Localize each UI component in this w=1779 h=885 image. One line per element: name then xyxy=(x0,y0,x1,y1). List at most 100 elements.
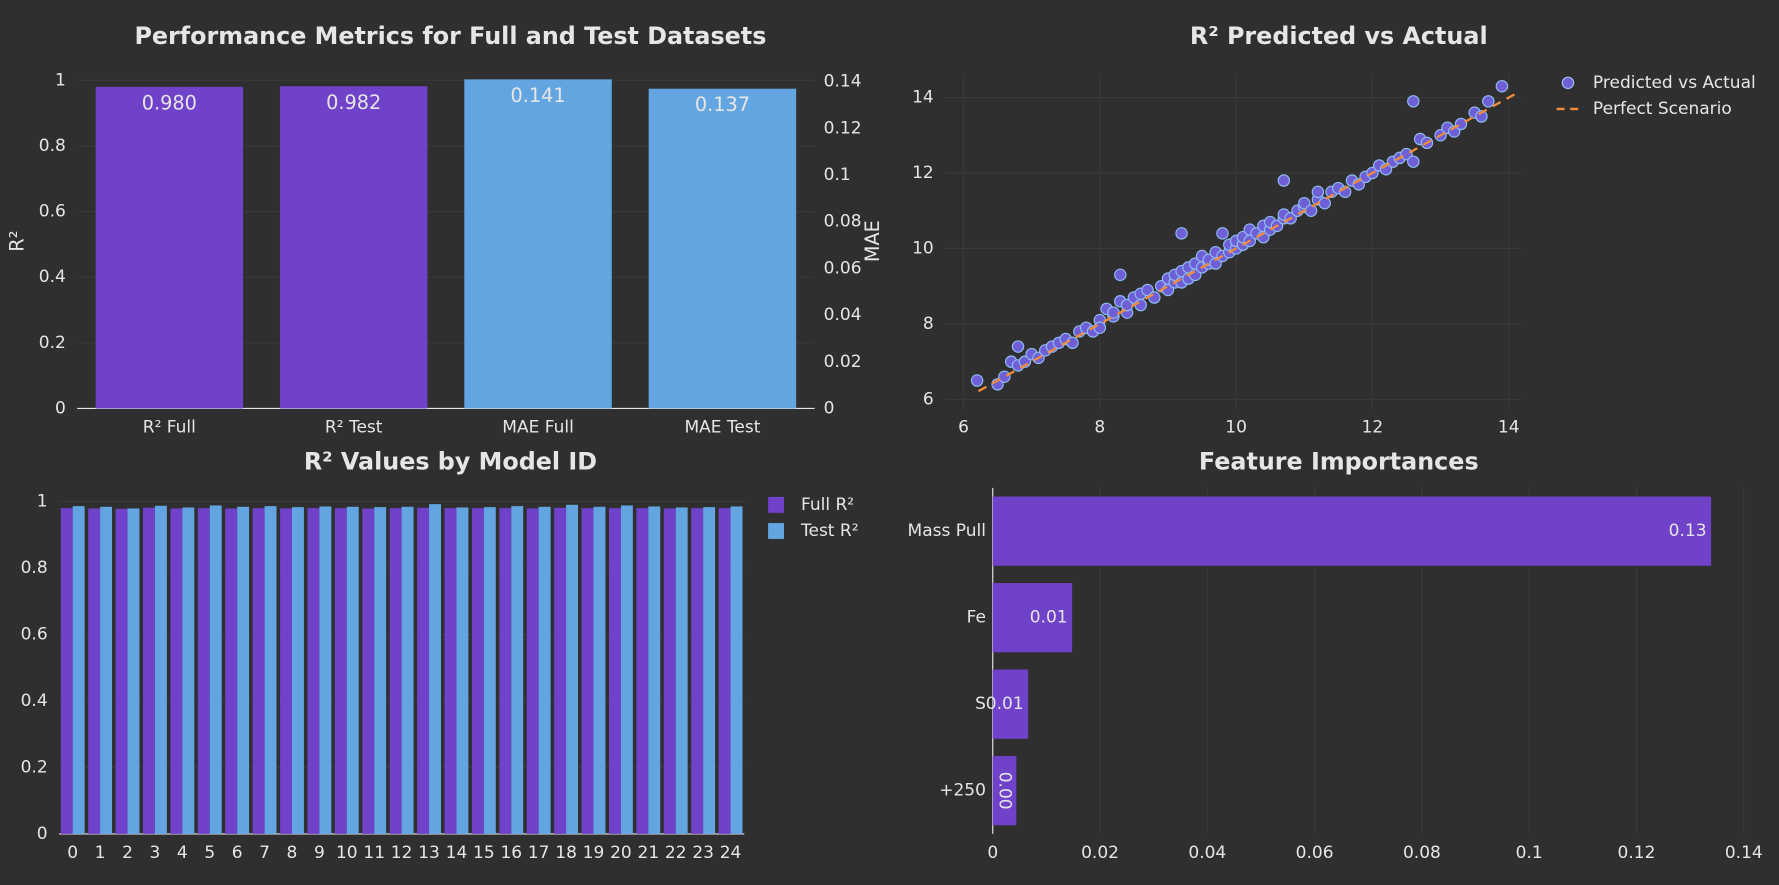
bar xyxy=(730,506,743,834)
bar xyxy=(538,506,551,834)
y-tick-label: 0.8 xyxy=(39,136,66,156)
x-tick-label: 19 xyxy=(583,843,605,863)
bar xyxy=(593,506,606,834)
chart-title: R² Predicted vs Actual xyxy=(1190,22,1488,50)
scatter-point xyxy=(1318,196,1331,210)
y-tick-label: 0.12 xyxy=(824,118,862,138)
legend-swatch xyxy=(1561,76,1575,90)
y-tick-label: 0.04 xyxy=(824,305,862,325)
bar xyxy=(526,508,539,834)
scatter-point xyxy=(1114,268,1127,282)
y-tick-label: 0.4 xyxy=(39,267,66,287)
bar xyxy=(429,504,441,834)
x-tick-label: 8 xyxy=(287,843,298,863)
bar xyxy=(182,507,195,834)
bar xyxy=(703,507,716,834)
bar xyxy=(319,506,332,834)
value-label: 0.01 xyxy=(1030,608,1068,628)
x-tick-label: 0.06 xyxy=(1296,843,1334,863)
chart-title: Performance Metrics for Full and Test Da… xyxy=(134,22,766,50)
reference-line xyxy=(977,90,1521,393)
scatter-point xyxy=(1093,321,1107,334)
x-tick-label: R² Test xyxy=(325,418,383,438)
legend-label: Test R² xyxy=(800,521,859,541)
x-tick-label: 0 xyxy=(67,843,78,863)
legend-swatch xyxy=(768,496,784,513)
bar xyxy=(566,504,579,834)
value-label: 0.01 xyxy=(986,694,1024,714)
x-tick-label: 0.08 xyxy=(1403,843,1441,863)
bar xyxy=(499,508,512,834)
bar xyxy=(389,508,402,834)
value-label: 0.141 xyxy=(510,84,565,107)
y-tick-label: 1 xyxy=(37,491,48,511)
y-tick-label: Mass Pull xyxy=(908,521,986,541)
x-tick-label: 14 xyxy=(1498,418,1520,438)
scatter-point xyxy=(1454,117,1468,131)
bar xyxy=(691,508,704,834)
bar xyxy=(554,507,567,834)
bar xyxy=(992,583,1073,653)
y-tick-label: 0.08 xyxy=(824,212,862,232)
chart-title: R² Values by Model ID xyxy=(304,447,597,475)
bar xyxy=(992,669,1029,739)
x-tick-label: 0 xyxy=(987,843,998,863)
scatter-point xyxy=(970,374,984,387)
x-tick-label: 0.14 xyxy=(1725,843,1763,863)
y2-axis-title: MAE xyxy=(861,220,884,262)
x-tick-label: 6 xyxy=(232,843,243,863)
bar xyxy=(511,506,524,834)
bar xyxy=(100,506,113,834)
y-tick-label: Fe xyxy=(967,608,986,628)
x-tick-label: 5 xyxy=(204,843,215,863)
y-axis-title: R² xyxy=(6,231,29,252)
x-tick-label: R² Full xyxy=(143,418,196,438)
y-tick-label: +250 xyxy=(939,781,986,801)
y-tick-label: 0.06 xyxy=(824,258,862,278)
x-tick-label: 14 xyxy=(446,843,468,863)
y-tick-label: 1 xyxy=(55,70,66,90)
x-tick-label: 0.12 xyxy=(1618,843,1656,863)
scatter-point xyxy=(1134,298,1147,312)
x-tick-label: 0.02 xyxy=(1081,843,1119,863)
x-tick-label: 3 xyxy=(150,843,161,863)
y-tick-label: 0.2 xyxy=(21,757,48,777)
y-tick-label: 0.2 xyxy=(39,333,66,353)
bar xyxy=(252,508,265,834)
scatter-point xyxy=(1407,95,1420,108)
value-label: 0.137 xyxy=(695,93,750,116)
bar xyxy=(417,507,430,834)
value-label: 0.982 xyxy=(326,91,381,114)
bar xyxy=(444,508,457,834)
bar xyxy=(334,508,347,834)
scatter-point xyxy=(1482,95,1495,108)
y-tick-label: 0 xyxy=(55,398,66,418)
bar xyxy=(581,508,594,834)
legend-label: Full R² xyxy=(801,495,854,515)
x-tick-label: 1 xyxy=(95,843,106,863)
x-tick-label: 15 xyxy=(473,843,495,863)
bar xyxy=(170,508,183,834)
x-tick-label: 18 xyxy=(555,843,577,863)
bar xyxy=(992,496,1712,566)
y-tick-label: 0 xyxy=(824,398,835,418)
chart-title: Feature Importances xyxy=(1199,447,1479,475)
bar xyxy=(483,507,496,834)
y-tick-label: 0.8 xyxy=(21,558,48,578)
bar xyxy=(648,506,661,834)
bar xyxy=(280,508,292,834)
bar xyxy=(127,508,140,834)
x-tick-label: 21 xyxy=(638,843,660,863)
bar xyxy=(115,508,128,834)
x-tick-label: MAE Test xyxy=(684,418,760,438)
bar xyxy=(225,508,238,834)
bar xyxy=(663,508,676,834)
bar xyxy=(609,508,621,834)
bar xyxy=(197,508,210,834)
scatter-point xyxy=(1011,340,1025,353)
value-label: 0.00 xyxy=(995,772,1015,810)
y-tick-label: 0.1 xyxy=(824,165,851,185)
y-tick-label: 0.6 xyxy=(39,202,66,222)
